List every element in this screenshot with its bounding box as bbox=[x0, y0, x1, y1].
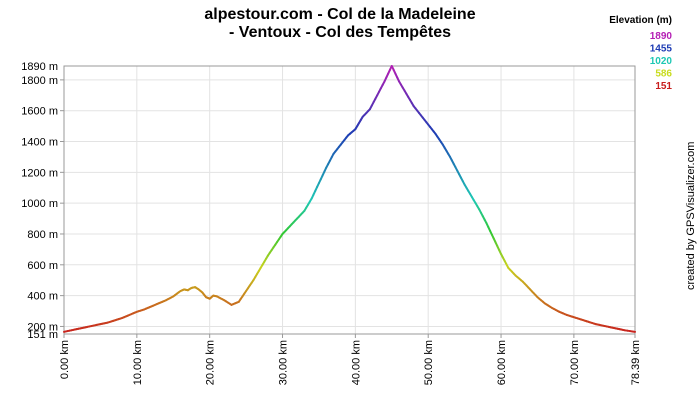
legend-entry: 1020 bbox=[650, 56, 673, 67]
elevation-line bbox=[63, 65, 636, 333]
y-tick-label: 800 m bbox=[27, 229, 58, 241]
x-tick-label: 40.00 km bbox=[350, 340, 362, 385]
legend-entry: 1890 bbox=[650, 31, 673, 42]
y-tick-label: 1000 m bbox=[21, 198, 58, 210]
y-tick-label: 1800 m bbox=[21, 75, 58, 87]
x-axis: 0.00 km 10.00 km 20.00 km 30.00 km 40.00 km 5… bbox=[59, 334, 642, 385]
y-max-label: 1890 m bbox=[21, 61, 58, 73]
x-tick-label: 30.00 km bbox=[278, 340, 290, 385]
legend-entry: 1455 bbox=[650, 44, 673, 55]
y-tick-label: 600 m bbox=[27, 260, 58, 272]
y-tick-label: 400 m bbox=[27, 291, 58, 303]
legend-entry: 151 bbox=[655, 81, 672, 92]
y-axis: 200 m 400 m 600 m 800 m 1000 m 1200 m 1400 m 16… bbox=[21, 61, 64, 341]
x-tick-label: 0.00 km bbox=[59, 340, 71, 379]
legend-entry: 586 bbox=[655, 69, 672, 80]
chart-title-line2: - Ventoux - Col des Tempêtes bbox=[229, 24, 451, 41]
y-tick-label: 200 m bbox=[27, 321, 58, 333]
x-tick-label: 78.39 km bbox=[630, 340, 642, 385]
y-tick-label: 1600 m bbox=[21, 106, 58, 118]
y-tick-label: 1200 m bbox=[21, 167, 58, 179]
x-tick-label: 70.00 km bbox=[569, 340, 581, 385]
y-min-label: 151 m bbox=[27, 329, 58, 341]
legend-title: Elevation (m) bbox=[609, 15, 672, 26]
x-tick-label: 50.00 km bbox=[423, 340, 435, 385]
plot-frame bbox=[63, 65, 636, 335]
y-tick-label: 1400 m bbox=[21, 137, 58, 149]
x-tick-label: 10.00 km bbox=[132, 340, 144, 385]
x-tick-label: 60.00 km bbox=[496, 340, 508, 385]
x-tick-label: 20.00 km bbox=[205, 340, 217, 385]
grid-lines bbox=[63, 66, 636, 334]
chart-title-line1: alpestour.com - Col de la Madeleine bbox=[204, 6, 475, 23]
credit-text: created by GPSVisualizer.com bbox=[685, 142, 697, 290]
